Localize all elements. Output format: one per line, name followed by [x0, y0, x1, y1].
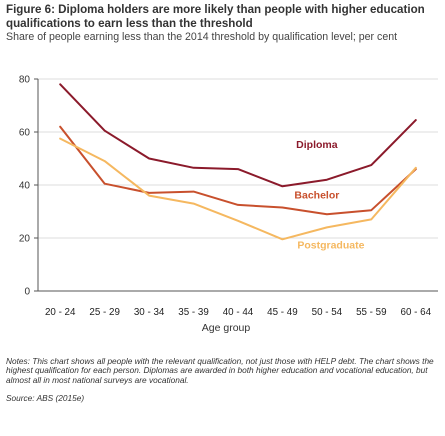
- x-tick-label: 25 - 29: [89, 307, 120, 318]
- y-tick-label: 40: [19, 181, 31, 192]
- y-tick-label: 60: [19, 128, 31, 139]
- y-tick-label: 80: [19, 75, 31, 86]
- x-tick-labels: 20 - 24 25 - 29 30 - 34 35 - 39 40 - 44 45 - …: [45, 307, 432, 318]
- x-tick-label: 35 - 39: [178, 307, 209, 318]
- axes: [34, 78, 438, 292]
- chart-title: Figure 6: Diploma holders are more likel…: [6, 3, 425, 30]
- line-chart: 0 20 40 60 80 20 - 24 25 - 29 30 - 34 35 - 39 40…: [19, 75, 438, 334]
- chart-subtitle: Share of people earning less than the 20…: [6, 31, 398, 43]
- chart-source: Source: ABS (2015e): [6, 393, 85, 403]
- series-line-bachelor: [59, 125, 417, 216]
- y-tick-label: 20: [19, 234, 31, 245]
- series-lines: [59, 83, 417, 241]
- x-axis-label: Age group: [202, 322, 251, 334]
- x-tick-label: 20 - 24: [45, 307, 76, 318]
- x-tick-label: 55 - 59: [356, 307, 387, 318]
- series-label-diploma: Diploma: [296, 139, 338, 151]
- series-label-bachelor: Bachelor: [294, 189, 339, 201]
- series-line-postgraduate: [59, 137, 417, 241]
- x-tick-label: 45 - 49: [267, 307, 298, 318]
- x-tick-label: 30 - 34: [134, 307, 165, 318]
- grid-lines: [38, 78, 438, 239]
- series-label-postgraduate: Postgraduate: [297, 240, 364, 252]
- x-tick-label: 40 - 44: [223, 307, 254, 318]
- series-line-diploma: [59, 83, 417, 188]
- chart-notes: Notes: This chart shows all people with …: [6, 356, 434, 385]
- y-tick-label: 0: [24, 287, 30, 298]
- y-tick-labels: 0 20 40 60 80: [19, 75, 31, 298]
- series-labels: Diploma Bachelor Postgraduate: [294, 139, 364, 252]
- x-tick-label: 50 - 54: [312, 307, 343, 318]
- x-tick-label: 60 - 64: [401, 307, 432, 318]
